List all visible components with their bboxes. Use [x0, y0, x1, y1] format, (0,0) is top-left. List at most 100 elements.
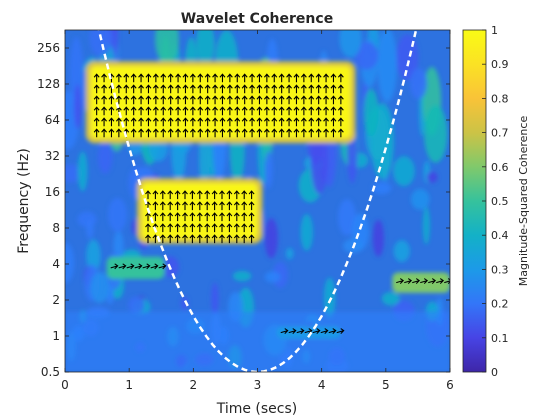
- phase-arrow: [204, 234, 211, 244]
- heat-blob: [89, 30, 112, 57]
- phase-arrow: [330, 95, 337, 105]
- phase-arrow: [145, 106, 152, 116]
- phase-arrow: [315, 117, 322, 127]
- phase-arrow: [219, 73, 226, 83]
- phase-arrow: [115, 95, 122, 105]
- heat-blob: [196, 30, 215, 68]
- phase-arrow: [320, 328, 329, 334]
- phase-arrow: [211, 201, 218, 211]
- phase-arrow: [337, 117, 344, 127]
- phase-arrow: [152, 95, 159, 105]
- phase-arrow: [300, 95, 307, 105]
- heat-blob: [372, 219, 385, 257]
- heat-blob: [86, 239, 101, 272]
- phase-arrow: [226, 106, 233, 116]
- colorbar: [463, 30, 486, 372]
- phase-arrow: [145, 190, 151, 200]
- phase-arrow: [150, 263, 159, 270]
- coherence-heatmap: [65, 30, 450, 372]
- phase-arrow: [436, 278, 445, 284]
- phase-arrow: [234, 128, 241, 138]
- phase-arrow: [212, 128, 218, 138]
- phase-arrow: [286, 84, 292, 94]
- phase-arrow: [241, 106, 248, 116]
- phase-arrow: [336, 328, 345, 334]
- phase-arrow: [123, 106, 130, 116]
- phase-arrow: [330, 73, 337, 83]
- heat-blob: [422, 206, 430, 245]
- x-axis-label: Time (secs): [216, 401, 298, 417]
- phase-arrow: [300, 117, 307, 127]
- phase-arrow: [296, 328, 305, 334]
- phase-arrow: [138, 117, 144, 127]
- phase-arrow: [204, 190, 211, 200]
- heat-blob: [90, 271, 110, 304]
- heat-blob: [264, 150, 273, 189]
- phase-arrow: [219, 95, 226, 105]
- phase-arrow: [175, 128, 181, 138]
- phase-arrow: [323, 73, 329, 83]
- phase-arrow: [226, 201, 233, 211]
- phase-arrow: [226, 95, 233, 105]
- colorbar-tick-label: 0.9: [491, 58, 509, 71]
- phase-arrow: [337, 95, 344, 105]
- phase-arrow: [174, 212, 181, 222]
- phase-arrow: [241, 84, 248, 94]
- phase-arrow: [249, 95, 255, 105]
- heat-blob: [381, 291, 400, 306]
- phase-arrow: [145, 223, 151, 233]
- phase-arrows: [93, 73, 450, 334]
- phase-arrow: [308, 106, 315, 116]
- phase-arrow: [300, 106, 307, 116]
- heat-blob: [392, 156, 415, 187]
- phase-arrow: [308, 84, 315, 94]
- y-tick-label: 0.5: [41, 365, 60, 379]
- colorbar-label: Magnitude-Squared Coherence: [517, 116, 530, 287]
- phase-arrow: [130, 84, 137, 94]
- phase-arrow: [204, 73, 211, 83]
- phase-arrow: [308, 95, 315, 105]
- plot-area: [65, 30, 450, 372]
- colorbar-tick-label: 0.5: [491, 195, 509, 208]
- phase-arrow: [182, 73, 189, 83]
- phase-arrow: [219, 106, 226, 116]
- phase-arrow: [108, 106, 115, 116]
- phase-arrow: [428, 278, 437, 284]
- phase-arrow: [167, 201, 174, 211]
- phase-arrow: [212, 117, 218, 127]
- phase-arrow: [337, 84, 344, 94]
- phase-arrow: [280, 328, 289, 334]
- phase-arrow: [312, 328, 321, 334]
- phase-arrow: [189, 223, 196, 233]
- phase-arrow: [293, 117, 300, 127]
- colorbar-tick-label: 0.4: [491, 229, 509, 242]
- phase-arrow: [219, 201, 225, 211]
- phase-arrow: [315, 106, 322, 116]
- phase-arrow: [160, 106, 167, 116]
- phase-arrow: [196, 223, 203, 233]
- phase-arrow: [315, 73, 322, 83]
- phase-arrow: [108, 117, 115, 127]
- heat-blob: [426, 171, 438, 183]
- phase-arrow: [160, 128, 167, 138]
- phase-arrow: [308, 73, 315, 83]
- phase-arrow: [159, 190, 166, 200]
- phase-arrow: [167, 223, 174, 233]
- phase-arrow: [134, 263, 143, 270]
- phase-arrow: [196, 234, 203, 244]
- heat-blob: [377, 30, 397, 102]
- phase-arrow: [263, 106, 270, 116]
- phase-arrow: [182, 128, 189, 138]
- x-tick-label: 2: [190, 378, 198, 392]
- phase-arrow: [204, 84, 211, 94]
- phase-arrow: [286, 73, 292, 83]
- phase-arrow: [175, 117, 181, 127]
- y-tick-label: 1: [52, 329, 60, 343]
- phase-arrow: [420, 278, 429, 284]
- x-tick-label: 3: [254, 378, 262, 392]
- phase-arrow: [256, 117, 263, 127]
- phase-arrow: [123, 117, 130, 127]
- phase-arrow: [286, 95, 292, 105]
- phase-arrow: [404, 278, 413, 284]
- phase-arrow: [226, 128, 233, 138]
